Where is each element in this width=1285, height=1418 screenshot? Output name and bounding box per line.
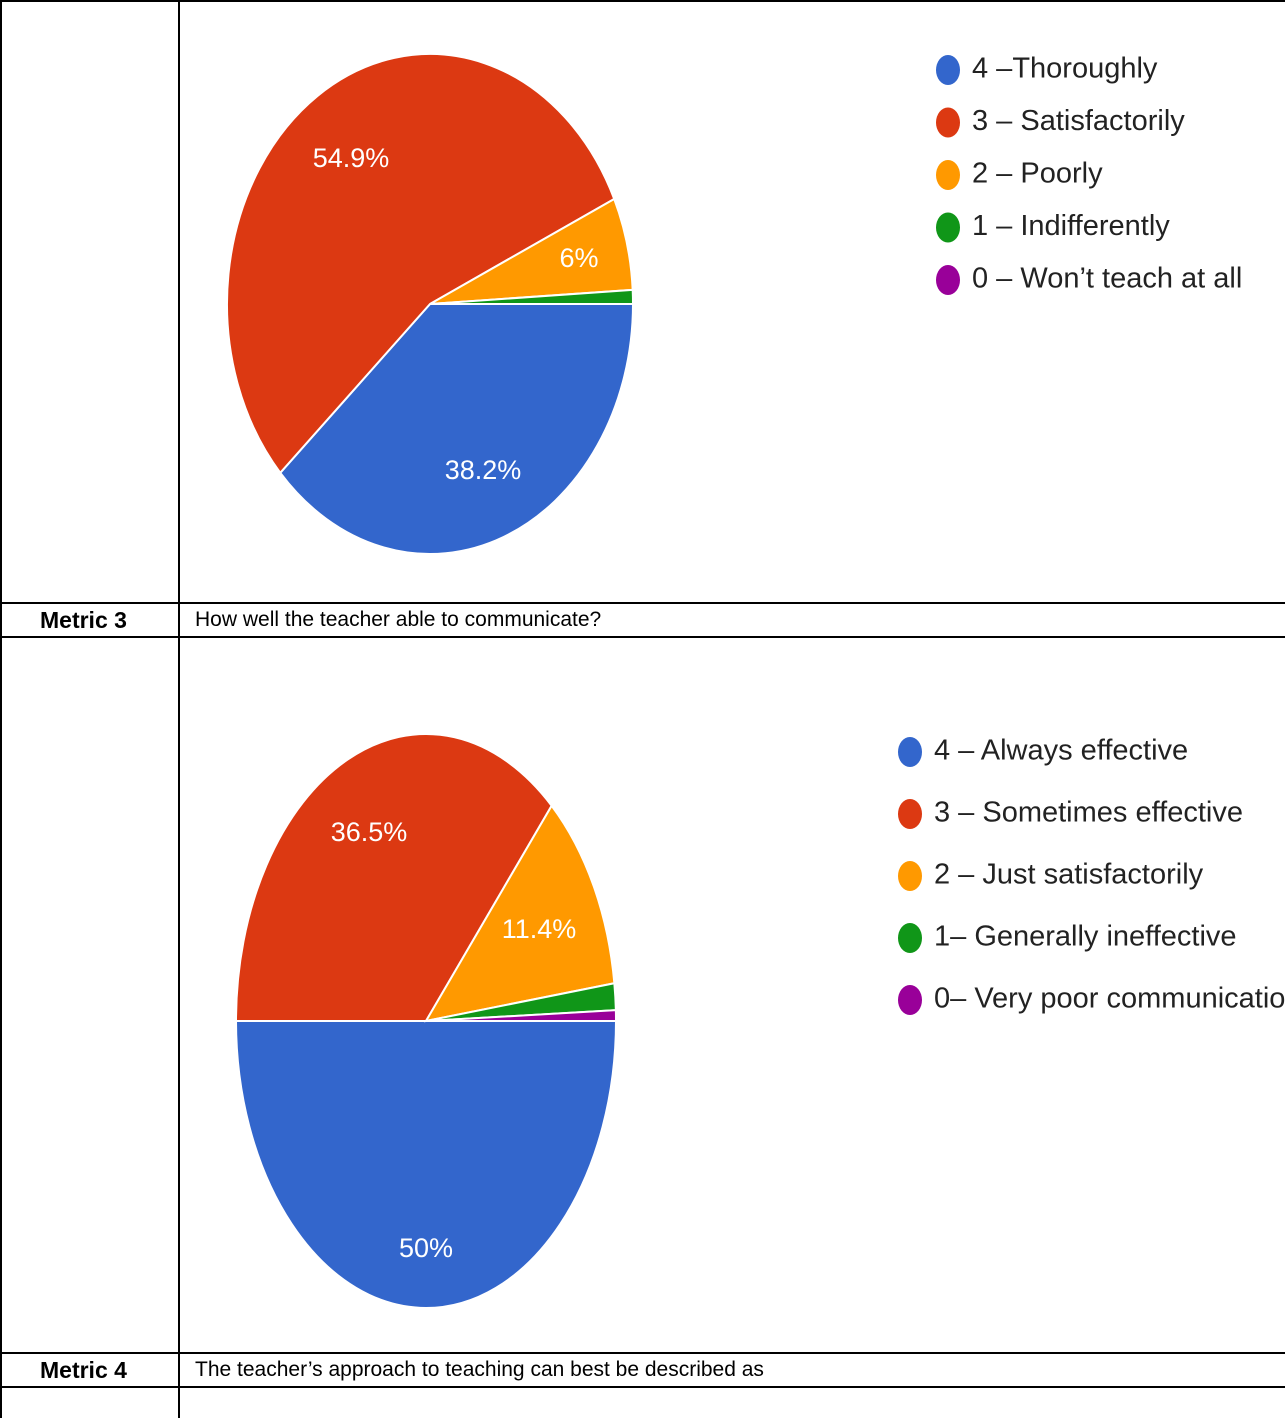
chart-2-slice-0 [234,1020,618,1309]
row-divider [0,1352,1285,1354]
chart-1-legend-swatch-1 [936,107,960,138]
chart-2-legend-swatch-2 [898,861,922,891]
chart-1-data-label-2: 6% [559,243,598,273]
chart-1-legend-label-3: 1 – Indifferently [972,210,1170,242]
chart-2-slice-4 [425,1009,618,1022]
table-top-border [0,0,1285,2]
chart-2-slice-1 [234,733,553,1022]
metric-4-question: The teacher’s approach to teaching can b… [195,1358,764,1381]
table-left-border [0,0,2,1418]
table-column-divider [178,0,180,1418]
chart-2-legend-label-3: 1– Generally ineffective [934,921,1237,953]
chart-2-legend-label-4: 0– Very poor communication [934,983,1285,1015]
metric-3-question: How well the teacher able to communicate… [195,608,602,631]
chart-1-legend-label-2: 2 – Poorly [972,158,1103,190]
chart-2-data-label-2: 11.4% [502,914,577,944]
chart-1-legend-label-0: 4 –Thoroughly [972,53,1158,85]
chart-1-legend-swatch-3 [936,212,960,243]
chart-1-slice-0 [278,303,635,555]
chart-1-legend-swatch-0 [936,55,960,85]
row-divider [0,602,1285,604]
chart-1-slice-1 [226,53,616,475]
chart-1-data-label-1: 54.9% [313,143,390,173]
chart-2-slice-2 [424,803,616,1023]
chart-2-data-label-0: 50% [399,1233,453,1263]
chart-2-legend-label-0: 4 – Always effective [934,735,1188,767]
chart-1-legend-swatch-2 [936,160,960,190]
chart-2-legend-swatch-4 [898,985,922,1015]
chart-2-legend-swatch-0 [898,737,922,767]
chart-1-slice-3 [429,288,635,305]
row-divider [0,636,1285,638]
row-divider [0,1386,1285,1388]
metric-3-label: Metric 3 [40,607,127,633]
chart-1-legend-label-4: 0 – Won’t teach at all [972,263,1242,295]
chart-1-legend-label-1: 3 – Satisfactorily [972,105,1185,137]
chart-1-legend-swatch-4 [936,265,960,295]
metric-4-label: Metric 4 [40,1357,127,1383]
chart-2-legend-swatch-1 [898,799,922,829]
chart-2-data-label-1: 36.5% [331,817,408,847]
chart-2-legend-label-2: 2 – Just satisfactorily [934,859,1204,891]
chart-2-legend-label-1: 3 – Sometimes effective [934,797,1243,829]
chart-1-data-label-0: 38.2% [445,455,522,485]
chart-2-legend-swatch-3 [898,923,922,953]
